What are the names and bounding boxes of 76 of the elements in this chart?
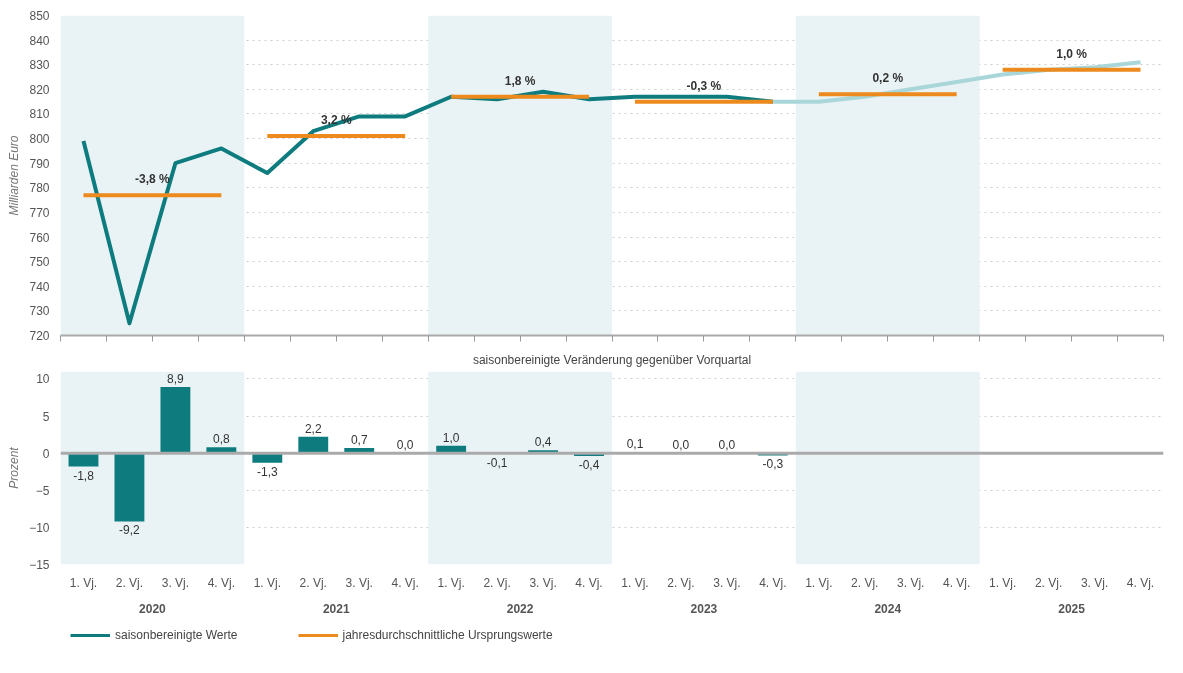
annotation: -3,8 % <box>135 172 171 187</box>
x-tick-label: 1. Vj. <box>253 575 281 590</box>
data-label: 1,0 <box>442 430 460 445</box>
chart-title: saisonbereinigte Veränderung gegenüber Vorquartal <box>472 352 752 367</box>
x-tick-label: 2. Vj. <box>1034 575 1063 590</box>
x-tick-label: 3. Vj. <box>1080 575 1109 590</box>
data-label: 0,0 <box>718 438 736 453</box>
y-tick-label: −15 <box>29 558 50 572</box>
data-label: 0,7 <box>350 432 368 447</box>
data-label: 0,4 <box>534 435 552 450</box>
y-tick-label: 10 <box>36 372 50 387</box>
legend-label: saisonbereinigte Werte <box>115 628 238 642</box>
y-tick-label: −5 <box>35 483 50 498</box>
data-label: -0,4 <box>578 458 600 473</box>
y-tick-label: 760 <box>29 230 50 245</box>
y-tick-label: 730 <box>29 304 50 319</box>
y-tick-label: 780 <box>29 181 50 196</box>
annotation: -0,3 % <box>686 78 722 93</box>
x-tick-label: 3. Vj. <box>529 575 557 590</box>
y-tick-label: −10 <box>29 520 50 535</box>
x-tick-label: 1. Vj. <box>805 575 833 590</box>
y-tick-label: 0 <box>42 446 50 461</box>
y-tick-label: 770 <box>29 205 50 220</box>
data-label: 0,0 <box>396 438 414 453</box>
x-tick-label: 4. Vj. <box>943 575 971 590</box>
y-axis-title: Prozent <box>7 446 22 489</box>
x-tick-label: 1. Vj. <box>621 575 649 590</box>
x-tick-label: 3. Vj. <box>713 575 741 590</box>
y-tick-label: 750 <box>29 255 50 270</box>
x-tick-label: 2. Vj. <box>667 575 695 590</box>
x-tick-label: 1. Vj. <box>988 575 1017 590</box>
x-tick-label: 4. Vj. <box>1126 575 1155 590</box>
x-tick-label: 2. Vj. <box>299 575 327 590</box>
data-label: 0,1 <box>626 437 644 452</box>
x-tick-label: 4. Vj. <box>575 575 603 590</box>
y-tick-label: 790 <box>29 156 50 171</box>
x-tick-label: 1. Vj. <box>437 575 465 590</box>
text: 2025 <box>1058 601 1086 616</box>
x-tick-label: 3. Vj. <box>161 575 190 590</box>
x-tick-label: 4. Vj. <box>207 575 236 590</box>
text: 2021 <box>322 601 350 616</box>
x-tick-label: 2. Vj. <box>851 575 879 590</box>
data-label: -1,8 <box>73 468 95 483</box>
text: 2020 <box>139 601 167 616</box>
x-tick-label: 3. Vj. <box>345 575 373 590</box>
x-tick-label: 4. Vj. <box>391 575 419 590</box>
y-tick-label: 810 <box>29 107 50 122</box>
y-tick-label: 5 <box>42 409 50 424</box>
y-tick-label: 820 <box>29 82 50 97</box>
x-tick-label: 3. Vj. <box>897 575 925 590</box>
y-tick-label: 830 <box>29 58 50 73</box>
data-label: 8,9 <box>167 372 185 387</box>
y-tick-label: 800 <box>29 132 50 147</box>
data-label: 0,0 <box>672 438 690 453</box>
x-tick-label: 2. Vj. <box>483 575 511 590</box>
x-tick-label: 1. Vj. <box>69 575 98 590</box>
text: 2024 <box>874 601 902 616</box>
annotation: 1,8 % <box>504 73 536 88</box>
annotation: 1,0 % <box>1056 46 1088 61</box>
y-tick-label: 720 <box>29 329 50 343</box>
y-tick-label: 840 <box>29 33 50 48</box>
data-label: 2,2 <box>304 421 322 436</box>
y-axis-title: Milliarden Euro <box>7 135 22 216</box>
x-tick-label: 4. Vj. <box>759 575 787 590</box>
data-label: -0,3 <box>762 457 784 472</box>
text: 2022 <box>506 601 534 616</box>
data-label: 0,8 <box>213 432 231 447</box>
data-label: -9,2 <box>119 523 141 538</box>
y-tick-label: 740 <box>29 279 50 294</box>
x-tick-label: 2. Vj. <box>115 575 144 590</box>
y-tick-label: 850 <box>29 9 50 23</box>
legend-label: jahresdurchschnittliche Ursprungswerte <box>342 628 553 642</box>
data-label: -0,1 <box>486 455 508 470</box>
data-label: -1,3 <box>256 464 278 479</box>
text: 2023 <box>690 601 718 616</box>
annotation: 0,2 % <box>872 71 904 86</box>
